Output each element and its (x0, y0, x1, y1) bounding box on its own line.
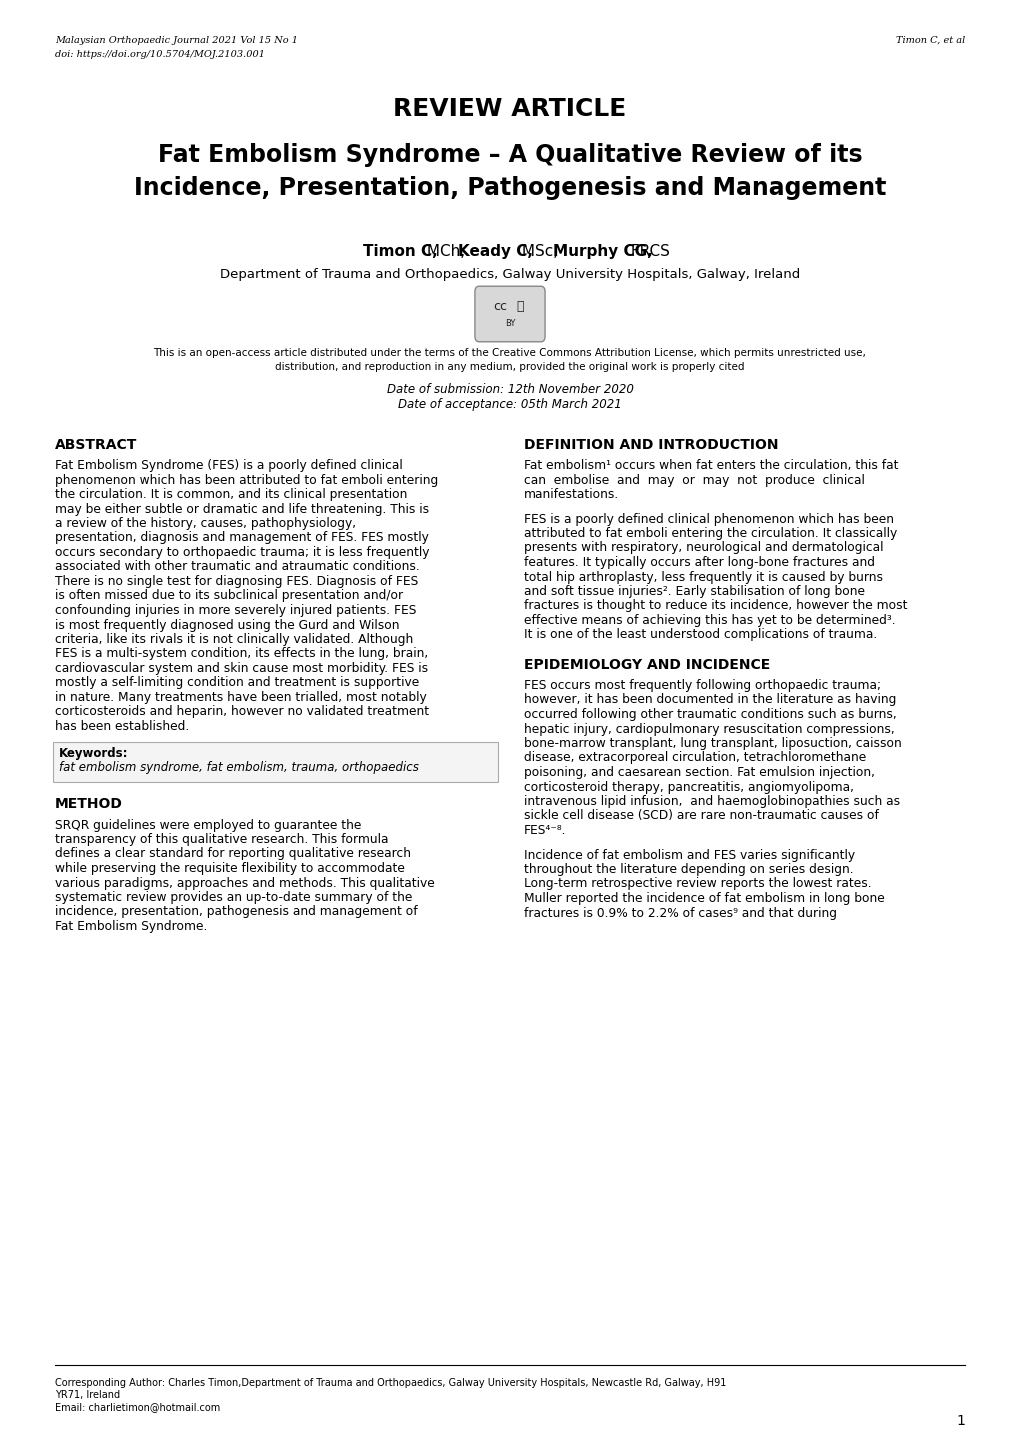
Text: intravenous lipid infusion,  and haemoglobinopathies such as: intravenous lipid infusion, and haemoglo… (524, 795, 899, 808)
Text: Fat embolism¹ occurs when fat enters the circulation, this fat: Fat embolism¹ occurs when fat enters the… (524, 459, 898, 472)
Text: hepatic injury, cardiopulmonary resuscitation compressions,: hepatic injury, cardiopulmonary resuscit… (524, 723, 894, 736)
Text: corticosteroids and heparin, however no validated treatment: corticosteroids and heparin, however no … (55, 706, 429, 719)
Text: FES is a multi-system condition, its effects in the lung, brain,: FES is a multi-system condition, its eff… (55, 648, 428, 661)
Text: transparency of this qualitative research. This formula: transparency of this qualitative researc… (55, 833, 388, 846)
Text: cardiovascular system and skin cause most morbidity. FES is: cardiovascular system and skin cause mos… (55, 662, 428, 675)
Text: fat embolism syndrome, fat embolism, trauma, orthopaedics: fat embolism syndrome, fat embolism, tra… (59, 762, 419, 775)
Text: cc: cc (492, 300, 506, 313)
FancyBboxPatch shape (53, 742, 497, 782)
Text: FES⁴⁻⁸.: FES⁴⁻⁸. (524, 824, 566, 837)
Text: Corresponding Author: Charles Timon,Department of Trauma and Orthopaedics, Galwa: Corresponding Author: Charles Timon,Depa… (55, 1378, 726, 1388)
Text: mostly a self-limiting condition and treatment is supportive: mostly a self-limiting condition and tre… (55, 677, 419, 690)
Text: and soft tissue injuries². Early stabilisation of long bone: and soft tissue injuries². Early stabili… (524, 584, 864, 597)
Text: Keady C,: Keady C, (458, 244, 533, 258)
Text: fractures is thought to reduce its incidence, however the most: fractures is thought to reduce its incid… (524, 599, 907, 612)
Text: sickle cell disease (SCD) are rare non-traumatic causes of: sickle cell disease (SCD) are rare non-t… (524, 810, 878, 823)
Text: EPIDEMIOLOGY AND INCIDENCE: EPIDEMIOLOGY AND INCIDENCE (524, 658, 769, 672)
Text: while preserving the requisite flexibility to accommodate: while preserving the requisite flexibili… (55, 861, 405, 874)
Text: Keywords:: Keywords: (59, 746, 128, 759)
Text: features. It typically occurs after long-bone fractures and: features. It typically occurs after long… (524, 556, 874, 569)
Text: This is an open-access article distributed under the terms of the Creative Commo: This is an open-access article distribut… (154, 348, 865, 358)
Text: is often missed due to its subclinical presentation and/or: is often missed due to its subclinical p… (55, 590, 403, 603)
Text: total hip arthroplasty, less frequently it is caused by burns: total hip arthroplasty, less frequently … (524, 570, 882, 583)
Text: BY: BY (504, 319, 515, 329)
Text: Incidence, Presentation, Pathogenesis and Management: Incidence, Presentation, Pathogenesis an… (133, 176, 886, 201)
FancyBboxPatch shape (475, 286, 544, 342)
Text: in nature. Many treatments have been trialled, most notably: in nature. Many treatments have been tri… (55, 691, 426, 704)
Text: effective means of achieving this has yet to be determined³.: effective means of achieving this has ye… (524, 615, 895, 628)
Text: YR71, Ireland: YR71, Ireland (55, 1390, 120, 1400)
Text: Ⓘ: Ⓘ (516, 300, 523, 313)
Text: Fat Embolism Syndrome (FES) is a poorly defined clinical: Fat Embolism Syndrome (FES) is a poorly … (55, 459, 403, 472)
Text: distribution, and reproduction in any medium, provided the original work is prop: distribution, and reproduction in any me… (275, 362, 744, 372)
Text: ABSTRACT: ABSTRACT (55, 439, 138, 452)
Text: DEFINITION AND INTRODUCTION: DEFINITION AND INTRODUCTION (524, 439, 777, 452)
Text: Email: charlietimon@hotmail.com: Email: charlietimon@hotmail.com (55, 1403, 220, 1413)
Text: the circulation. It is common, and its clinical presentation: the circulation. It is common, and its c… (55, 488, 407, 501)
Text: Date of acceptance: 05th March 2021: Date of acceptance: 05th March 2021 (397, 398, 622, 411)
Text: Department of Trauma and Orthopaedics, Galway University Hospitals, Galway, Irel: Department of Trauma and Orthopaedics, G… (220, 268, 799, 281)
Text: is most frequently diagnosed using the Gurd and Wilson: is most frequently diagnosed using the G… (55, 619, 399, 632)
Text: Timon C,: Timon C, (363, 244, 437, 258)
Text: MSc,: MSc, (517, 244, 562, 258)
Text: poisoning, and caesarean section. Fat emulsion injection,: poisoning, and caesarean section. Fat em… (524, 766, 874, 779)
Text: confounding injuries in more severely injured patients. FES: confounding injuries in more severely in… (55, 605, 416, 618)
Text: occurs secondary to orthopaedic trauma; it is less frequently: occurs secondary to orthopaedic trauma; … (55, 545, 429, 558)
Text: There is no single test for diagnosing FES. Diagnosis of FES: There is no single test for diagnosing F… (55, 574, 418, 587)
Text: Long-term retrospective review reports the lowest rates.: Long-term retrospective review reports t… (524, 877, 871, 890)
Text: various paradigms, approaches and methods. This qualitative: various paradigms, approaches and method… (55, 876, 434, 889)
Text: a review of the history, causes, pathophysiology,: a review of the history, causes, pathoph… (55, 517, 356, 530)
Text: defines a clear standard for reporting qualitative research: defines a clear standard for reporting q… (55, 847, 411, 860)
Text: FES occurs most frequently following orthopaedic trauma;: FES occurs most frequently following ort… (524, 680, 880, 693)
Text: throughout the literature depending on series design.: throughout the literature depending on s… (524, 863, 853, 876)
Text: It is one of the least understood complications of trauma.: It is one of the least understood compli… (524, 629, 876, 642)
Text: presents with respiratory, neurological and dermatological: presents with respiratory, neurological … (524, 541, 882, 554)
Text: systematic review provides an up-to-date summary of the: systematic review provides an up-to-date… (55, 890, 412, 903)
Text: attributed to fat emboli entering the circulation. It classically: attributed to fat emboli entering the ci… (524, 527, 897, 540)
Text: Timon C, et al: Timon C, et al (895, 36, 964, 45)
Text: Murphy CG,: Murphy CG, (552, 244, 652, 258)
Text: SRQR guidelines were employed to guarantee the: SRQR guidelines were employed to guarant… (55, 818, 361, 831)
Text: MCh,: MCh, (421, 244, 469, 258)
Text: Malaysian Orthopaedic Journal 2021 Vol 15 No 1: Malaysian Orthopaedic Journal 2021 Vol 1… (55, 36, 298, 45)
Text: manifestations.: manifestations. (524, 488, 619, 501)
Text: phenomenon which has been attributed to fat emboli entering: phenomenon which has been attributed to … (55, 473, 438, 486)
Text: incidence, presentation, pathogenesis and management of: incidence, presentation, pathogenesis an… (55, 906, 417, 919)
Text: associated with other traumatic and atraumatic conditions.: associated with other traumatic and atra… (55, 560, 420, 573)
Text: 1: 1 (955, 1414, 964, 1429)
Text: Muller reported the incidence of fat embolism in long bone: Muller reported the incidence of fat emb… (524, 892, 883, 905)
Text: may be either subtle or dramatic and life threatening. This is: may be either subtle or dramatic and lif… (55, 502, 429, 515)
Text: however, it has been documented in the literature as having: however, it has been documented in the l… (524, 694, 896, 707)
Text: Incidence of fat embolism and FES varies significantly: Incidence of fat embolism and FES varies… (524, 848, 854, 861)
Text: disease, extracorporeal circulation, tetrachloromethane: disease, extracorporeal circulation, tet… (524, 752, 865, 765)
Text: criteria, like its rivals it is not clinically validated. Although: criteria, like its rivals it is not clin… (55, 633, 413, 646)
Text: FRCS: FRCS (626, 244, 669, 258)
Text: has been established.: has been established. (55, 720, 190, 733)
Text: METHOD: METHOD (55, 798, 122, 811)
Text: bone-marrow transplant, lung transplant, liposuction, caisson: bone-marrow transplant, lung transplant,… (524, 737, 901, 750)
Text: doi: https://doi.org/10.5704/MOJ.2103.001: doi: https://doi.org/10.5704/MOJ.2103.00… (55, 51, 265, 59)
Text: corticosteroid therapy, pancreatitis, angiomyolipoma,: corticosteroid therapy, pancreatitis, an… (524, 781, 853, 794)
Text: fractures is 0.9% to 2.2% of cases⁹ and that during: fractures is 0.9% to 2.2% of cases⁹ and … (524, 906, 837, 919)
Text: Date of submission: 12th November 2020: Date of submission: 12th November 2020 (386, 382, 633, 395)
Text: Fat Embolism Syndrome – A Qualitative Review of its: Fat Embolism Syndrome – A Qualitative Re… (158, 143, 861, 167)
Text: can  embolise  and  may  or  may  not  produce  clinical: can embolise and may or may not produce … (524, 473, 864, 486)
Text: occurred following other traumatic conditions such as burns,: occurred following other traumatic condi… (524, 709, 896, 722)
Text: REVIEW ARTICLE: REVIEW ARTICLE (393, 97, 626, 121)
Text: Fat Embolism Syndrome.: Fat Embolism Syndrome. (55, 921, 207, 934)
Text: FES is a poorly defined clinical phenomenon which has been: FES is a poorly defined clinical phenome… (524, 512, 893, 525)
Text: presentation, diagnosis and management of FES. FES mostly: presentation, diagnosis and management o… (55, 531, 428, 544)
